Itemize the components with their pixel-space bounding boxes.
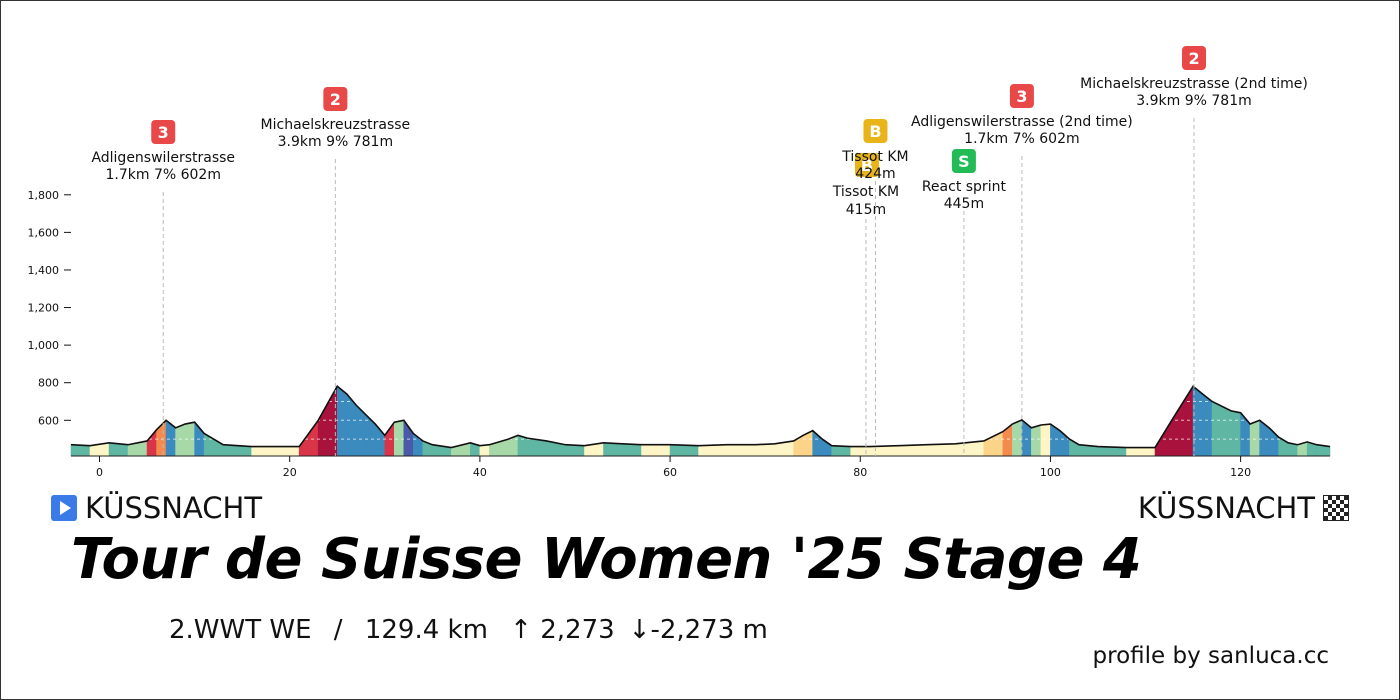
sprint-name: React sprint <box>922 179 1007 195</box>
y-tick-label: 1,600 <box>28 226 60 239</box>
stage-distance: 129.4 km <box>364 615 488 645</box>
bonus-elevation: 415m <box>846 202 886 218</box>
total-descent: ↓-2,273 m <box>628 615 768 645</box>
profile-segment <box>983 431 1004 457</box>
climb-name: Adligenswilerstrasse <box>91 150 235 166</box>
checkered-flag-icon <box>1323 495 1349 521</box>
profile-segment <box>641 444 671 457</box>
profile-segment <box>479 444 490 457</box>
finish-location: KÜSSNACHT <box>1138 491 1349 525</box>
bonus-badge <box>863 119 888 143</box>
profile-credit: profile by sanluca.cc <box>1092 643 1329 669</box>
profile-segment <box>1202 393 1213 457</box>
start-location: KÜSSNACHT <box>51 491 262 525</box>
profile-segment <box>603 442 623 457</box>
y-tick-label: 600 <box>38 414 59 427</box>
profile-outline <box>70 385 1331 449</box>
profile-segment <box>1012 419 1023 457</box>
sprint-elevation: 445m <box>944 196 984 212</box>
profile-segment <box>1249 419 1260 457</box>
profile-segment <box>1021 419 1032 457</box>
play-icon <box>51 495 77 521</box>
x-tick-label: 40 <box>473 466 487 479</box>
race-class: 2.WWT WE <box>169 615 312 645</box>
x-tick-label: 60 <box>663 466 677 479</box>
profile-segment <box>897 444 928 457</box>
stage-stats: 2.WWT WE / 129.4 km ↑ 2,273 ↓-2,273 m <box>169 615 768 645</box>
climb-category-badge-label: 3 <box>1016 87 1027 106</box>
bonus-badge-label: B <box>861 156 873 175</box>
profile-segment <box>1173 385 1194 457</box>
sprint-badge <box>951 149 976 173</box>
profile-segment <box>1031 424 1042 457</box>
x-tick-label: 100 <box>1040 466 1061 479</box>
profile-segment <box>926 443 956 457</box>
profile-segment <box>755 443 775 457</box>
bonus-name: Tissot KM <box>832 184 899 200</box>
x-tick-label: 120 <box>1230 466 1251 479</box>
profile-segment <box>365 413 376 457</box>
climb-category-badge-label: 3 <box>158 123 169 142</box>
x-tick-label: 80 <box>853 466 867 479</box>
profile-segment <box>336 385 348 457</box>
climb-stats: 1.7km 7% 602m <box>964 131 1079 147</box>
elevation-profile-chart: 600 800 1,000 1,200 1,400 1,600 1,800 0 20 40 60 80… <box>28 46 1331 479</box>
profile-segment <box>1126 447 1156 457</box>
y-tick-label: 800 <box>38 377 59 390</box>
climb-category-badge-label: 2 <box>330 90 341 109</box>
x-tick-label: 20 <box>283 466 297 479</box>
profile-segment <box>1230 410 1241 457</box>
climb-category-badge <box>323 87 348 111</box>
total-ascent: ↑ 2,273 <box>510 615 615 645</box>
climb-name: Adligenswilerstrasse (2nd time) <box>911 114 1133 130</box>
profile-segment <box>298 419 319 457</box>
profile-segment <box>394 419 405 457</box>
profile-segment <box>203 432 224 457</box>
profile-segment <box>698 444 728 457</box>
climb-category-badge <box>1009 84 1034 108</box>
profile-segment <box>1040 423 1051 457</box>
profile-segment <box>726 444 756 457</box>
profile-segment <box>1002 423 1013 457</box>
sprint-badge-label: S <box>958 152 970 171</box>
profile-segment <box>70 444 91 457</box>
climb-category-badge <box>1182 46 1207 70</box>
profile-segment <box>165 419 176 457</box>
profile-segment <box>279 446 300 457</box>
climb-category-badge-label: 2 <box>1188 49 1199 68</box>
y-tick-label: 1,200 <box>28 302 60 315</box>
climb-stats: 3.9km 9% 781m <box>278 134 393 150</box>
finish-location-label: KÜSSNACHT <box>1137 491 1315 525</box>
y-tick-label: 1,000 <box>28 339 60 352</box>
climb-name: Michaelskreuzstrasse <box>261 117 411 133</box>
climb-category-badge <box>151 120 176 144</box>
climb-name: Michaelskreuzstrasse (2nd time) <box>1080 76 1308 92</box>
profile-segment <box>850 446 871 457</box>
y-tick-label: 1,800 <box>28 189 60 202</box>
start-location-label: KÜSSNACHT <box>85 491 263 525</box>
bonus-elevation: 424m <box>855 166 895 182</box>
profile-segment <box>146 428 157 457</box>
stats-separator: / <box>333 615 343 645</box>
profile-segment <box>1259 419 1270 457</box>
climb-stats: 3.9km 9% 781m <box>1136 93 1251 109</box>
stage-title: Tour de Suisse Women '25 Stage 4 <box>71 527 1142 592</box>
profile-segment <box>565 444 585 457</box>
profile-segment <box>669 444 699 457</box>
bonus-badge-label: B <box>869 122 881 141</box>
profile-segment <box>251 446 281 457</box>
profile-segment <box>175 423 186 457</box>
x-tick-label: 0 <box>96 466 103 479</box>
profile-segment <box>622 443 642 457</box>
y-tick-label: 1,400 <box>28 264 60 277</box>
bonus-badge <box>854 153 879 177</box>
climb-stats: 1.7km 7% 602m <box>105 167 220 183</box>
bonus-name: Tissot KM <box>841 149 908 165</box>
profile-segment <box>317 385 338 457</box>
